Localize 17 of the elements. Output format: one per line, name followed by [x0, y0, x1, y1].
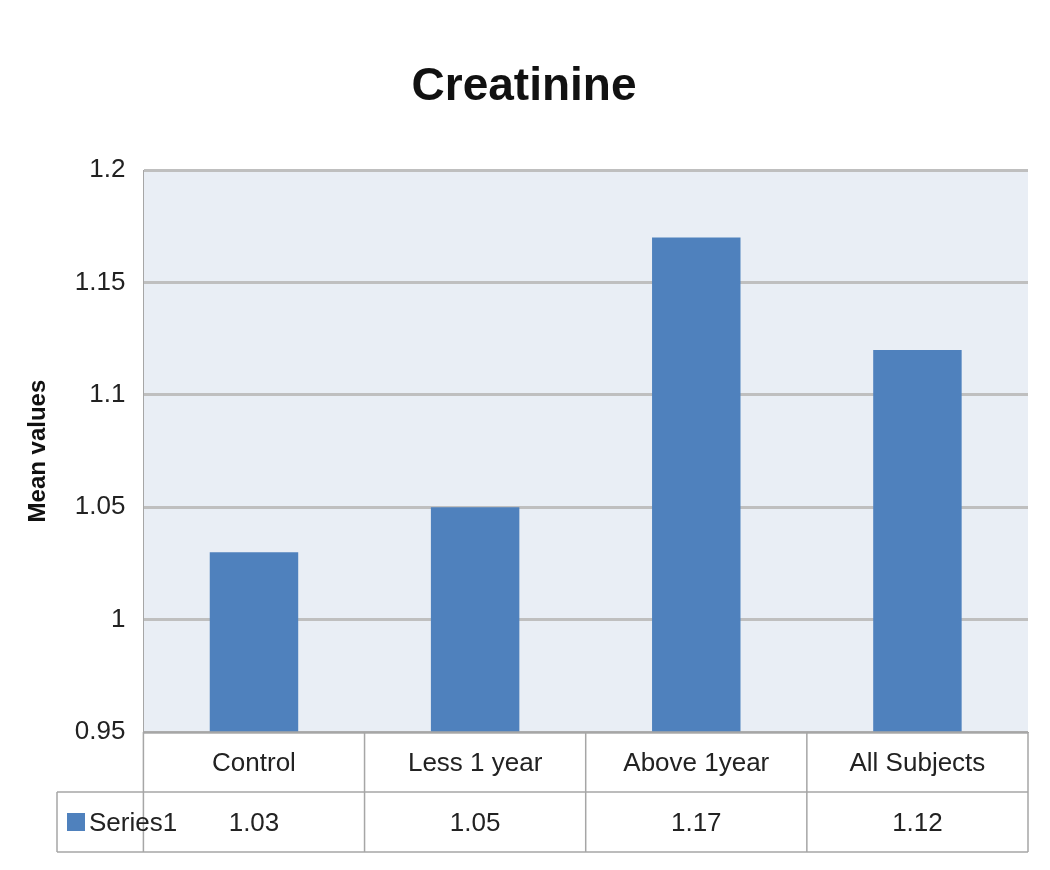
y-tick-label: 0.95 — [74, 715, 126, 746]
y-tick-label: 1 — [110, 602, 126, 633]
y-tick-label: 1.15 — [74, 265, 126, 296]
legend-label: Series1 — [89, 807, 178, 838]
data-label: 1.12 — [892, 807, 943, 838]
data-label: 1.03 — [228, 807, 280, 838]
chart-title: Creatinine — [411, 58, 637, 111]
y-tick-label: 1.2 — [89, 153, 126, 184]
data-label: 1.17 — [670, 807, 722, 838]
x-tick-label: All Subjects — [849, 747, 986, 778]
data-label: 1.05 — [449, 807, 501, 838]
y-tick-label: 1.1 — [89, 378, 126, 409]
x-tick-label: Control — [212, 747, 296, 778]
x-tick-label: Above 1year — [623, 747, 770, 778]
y-axis-title: Mean values — [23, 379, 51, 523]
x-tick-label: Less 1 year — [407, 747, 543, 778]
y-tick-label: 1.05 — [74, 490, 126, 521]
